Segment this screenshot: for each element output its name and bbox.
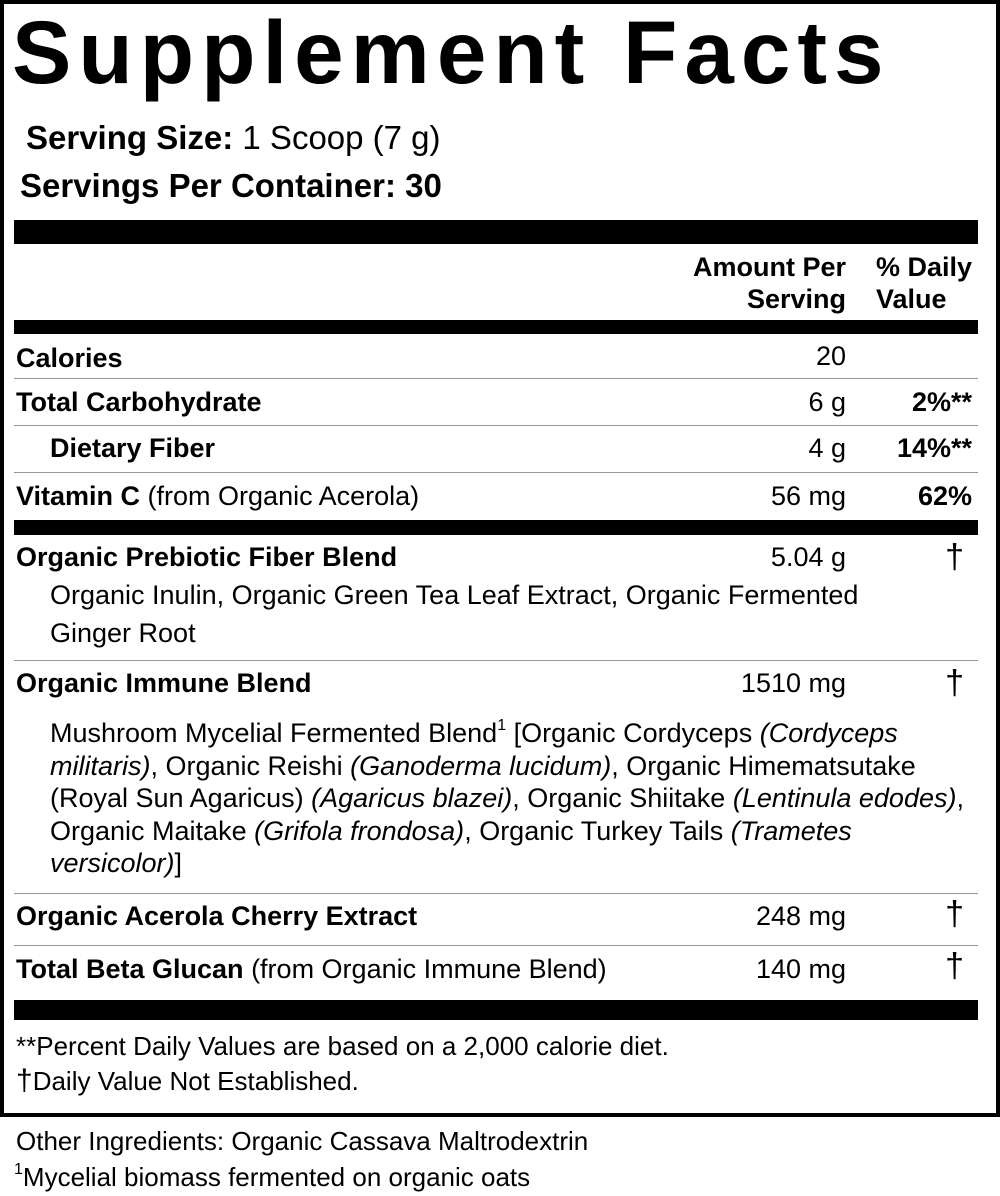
row-daily: 14%** (896, 433, 972, 463)
column-header: Amount Per (692, 252, 846, 282)
value: 30 (405, 167, 442, 204)
blend-name: Organic Prebiotic Fiber Blend (16, 542, 398, 572)
text: Mycelial biomass fermented on organic oa… (22, 1162, 531, 1192)
row-amount: 56 mg (770, 481, 846, 511)
servings-per-container: Servings Per Container: 30 (20, 166, 442, 206)
value: 1 Scoop (7 g) (242, 119, 441, 156)
name: Vitamin C (16, 481, 141, 511)
divider (14, 320, 978, 334)
label: Servings Per Container: (20, 167, 396, 204)
row-amount: 6 g (808, 387, 846, 417)
note: (from Organic Acerola) (147, 481, 420, 511)
blend-amount: 248 mg (755, 901, 846, 931)
divider (14, 1000, 978, 1020)
blend-name: Organic Acerola Cherry Extract (16, 901, 418, 931)
serving-size: Serving Size: 1 Scoop (7 g) (26, 118, 441, 158)
latin-name: (Lentinula edodes) (732, 783, 957, 813)
latin-name: (Grifola frondosa) (254, 815, 465, 846)
text: Mushroom Mycelial Fermented Blend (50, 718, 498, 748)
column-header: % Daily (875, 252, 972, 282)
blend-name: Total Beta Glucan (from Organic Immune B… (16, 953, 607, 985)
symbol: 1 (14, 1161, 23, 1178)
name: Total Beta Glucan (16, 954, 244, 984)
blend-description: Organic Inulin, Organic Green Tea Leaf E… (50, 576, 880, 652)
column-header: Value (876, 284, 947, 314)
blend-daily: † (945, 664, 964, 702)
symbol: † (16, 1064, 33, 1097)
row-name: Total Carbohydrate (16, 387, 262, 417)
divider (14, 520, 978, 535)
ingredient-note: 1Mycelial biomass fermented on organic o… (14, 1161, 530, 1193)
divider (14, 378, 978, 379)
divider (14, 425, 978, 426)
text: [Organic Cordyceps (506, 718, 760, 748)
row-name: Dietary Fiber (50, 433, 216, 463)
row-daily: 62% (917, 481, 972, 511)
text: , Organic Reishi (150, 750, 351, 781)
latin-name: (Agaricus blazei) (311, 783, 513, 813)
divider (14, 660, 978, 661)
latin-name: (Cordyceps militaris) (50, 718, 898, 781)
blend-amount: 1510 mg (740, 668, 846, 698)
row-amount: 4 g (808, 433, 846, 463)
divider (14, 472, 978, 473)
title: Supplement Facts (12, 2, 891, 102)
divider (14, 220, 978, 244)
label: Serving Size: (26, 119, 234, 156)
blend-name: Organic Immune Blend (16, 668, 312, 698)
blend-daily: † (945, 895, 964, 933)
row-name: Vitamin C (from Organic Acerola) (16, 480, 419, 512)
text: , Organic Himematsutake (Royal Sun Agari… (50, 750, 916, 814)
text: , Organic Maitake (50, 783, 964, 846)
row-amount: 20 (815, 341, 846, 371)
divider (14, 945, 978, 946)
text: , Organic Shiitake (512, 783, 733, 813)
label-border (0, 0, 1000, 1117)
row-daily: 2%** (911, 387, 972, 417)
text: , Organic Turkey Tails (464, 815, 731, 846)
blend-description: Mushroom Mycelial Fermented Blend1 [Orga… (50, 717, 975, 880)
text: Organic Inulin, Organic Green Tea Leaf E… (50, 580, 859, 648)
blend-amount: 5.04 g (770, 542, 846, 572)
blend-daily: † (945, 538, 964, 576)
other-ingredients: Other Ingredients: Organic Cassava Maltr… (16, 1126, 589, 1156)
latin-name: (Ganoderma lucidum) (350, 750, 612, 781)
superscript: 1 (497, 717, 507, 734)
text: ] (174, 848, 183, 878)
row-name: Calories (16, 343, 123, 373)
footnote: **Percent Daily Values are based on a 2,… (16, 1031, 669, 1061)
divider (14, 893, 978, 894)
blend-amount: 140 mg (755, 954, 846, 984)
footnote: †Daily Value Not Established. (16, 1065, 359, 1097)
column-header: Serving (746, 284, 846, 314)
note: (from Organic Immune Blend) (251, 954, 607, 984)
blend-daily: † (945, 947, 964, 985)
latin-name: (Trametes versicolor) (50, 815, 852, 879)
text: Daily Value Not Established. (32, 1066, 359, 1096)
